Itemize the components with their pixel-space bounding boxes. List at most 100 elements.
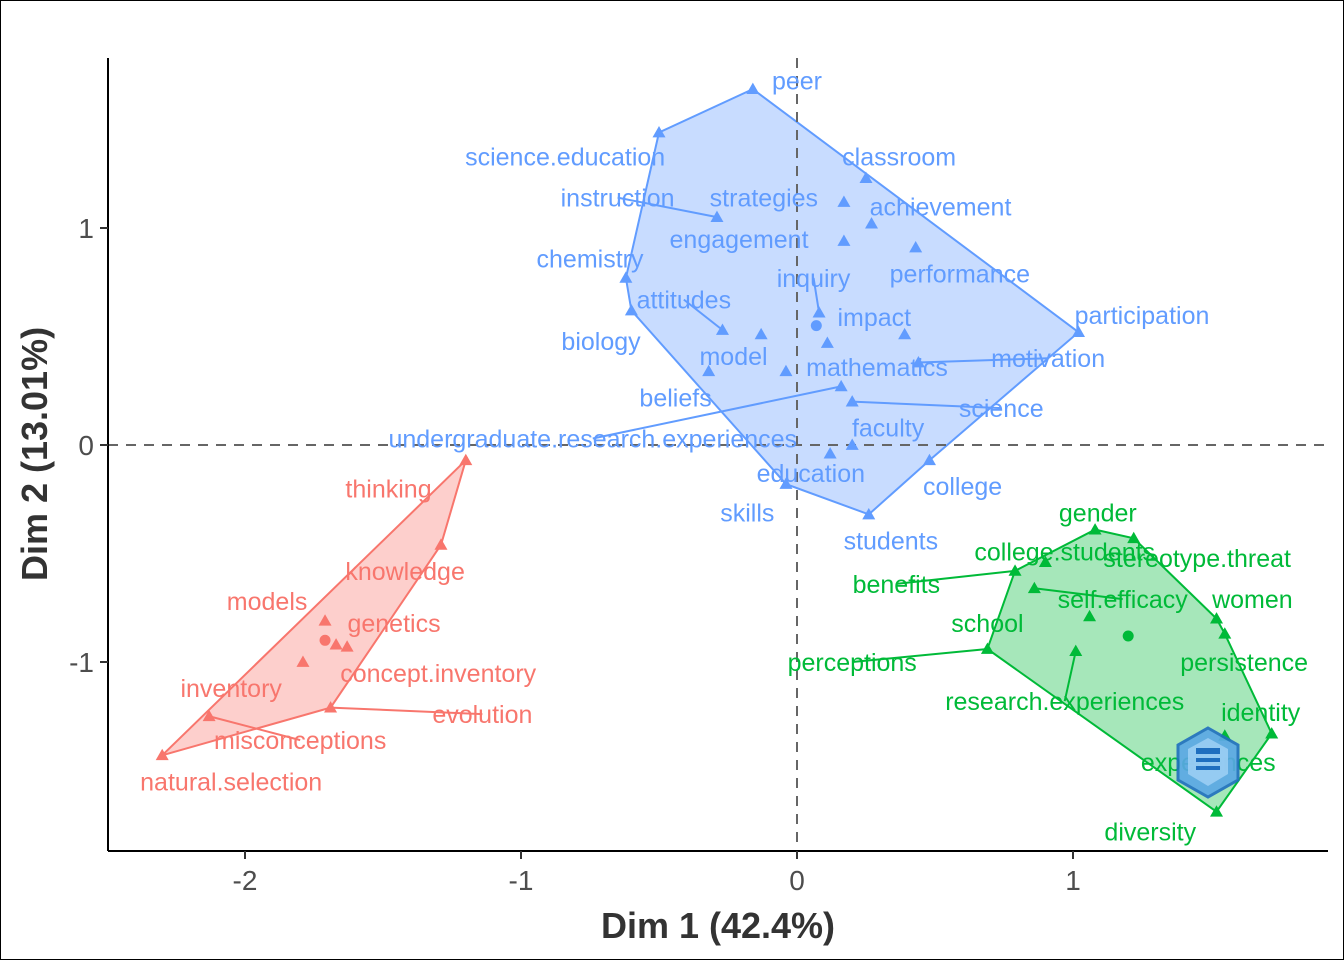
label-leader-line: [852, 400, 1002, 410]
point-marker: [1083, 609, 1097, 622]
point-label: misconceptions: [214, 727, 386, 755]
point-marker: [980, 642, 994, 654]
point-label: skills: [720, 499, 774, 527]
point-label: impact: [837, 304, 911, 332]
label-leader-line: [330, 706, 483, 716]
point-label: attitudes: [637, 287, 732, 315]
label-leader-line: [683, 298, 724, 331]
x-tick-label: -1: [509, 865, 534, 896]
point-marker: [459, 453, 473, 466]
point-label: performance: [890, 261, 1030, 289]
y-tick-label: 1: [78, 213, 94, 244]
point-label: self.efficacy: [1058, 586, 1189, 614]
label-leader-line: [812, 277, 821, 313]
point-label: instruction: [561, 185, 675, 213]
label-leader-line: [918, 357, 1049, 364]
point-marker: [619, 271, 633, 283]
point-label: women: [1211, 586, 1293, 614]
point-label: college: [923, 473, 1002, 501]
point-label: inquiry: [777, 265, 851, 293]
point-marker: [862, 507, 876, 520]
point-label: biology: [561, 328, 641, 356]
point-marker: [779, 477, 793, 489]
y-axis-title: Dim 2 (13.01%): [14, 327, 55, 581]
cluster-centroid: [1122, 630, 1134, 642]
point-marker: [652, 126, 666, 138]
point-marker: [1038, 555, 1052, 568]
label-leader-line: [592, 385, 842, 440]
point-label: model: [699, 343, 767, 371]
point-label: education: [757, 460, 865, 488]
point-marker: [1069, 644, 1083, 657]
point-label: beliefs: [639, 384, 711, 412]
point-label: evolution: [432, 701, 532, 729]
point-marker: [1027, 581, 1041, 594]
point-marker: [909, 241, 923, 253]
point-marker: [624, 303, 638, 316]
point-marker: [340, 640, 354, 652]
x-tick-label: 0: [789, 865, 805, 896]
label-leader-line: [208, 715, 301, 742]
data-points: [155, 82, 1279, 817]
point-marker: [202, 709, 216, 722]
point-marker: [155, 748, 169, 761]
point-label: knowledge: [345, 558, 465, 586]
point-marker: [820, 336, 834, 348]
point-marker: [318, 614, 332, 626]
label-leader-line: [896, 569, 1016, 585]
point-labels: thinking knowledge models genetics concept.i…: [140, 67, 1308, 846]
point-marker: [837, 195, 851, 207]
point-label: chemistry: [537, 245, 644, 273]
point-label: models: [227, 588, 308, 616]
point-marker: [922, 453, 936, 466]
point-label: identity: [1221, 699, 1301, 727]
point-label: research.experiences: [945, 688, 1184, 716]
point-label: faculty: [852, 415, 925, 443]
point-label: engagement: [670, 226, 809, 254]
point-label: science: [959, 395, 1044, 423]
label-leader-line: [852, 647, 988, 663]
point-label: strategies: [710, 185, 818, 213]
point-marker: [837, 234, 851, 246]
point-marker: [1008, 564, 1022, 576]
point-marker: [859, 171, 873, 183]
point-marker: [865, 217, 879, 229]
point-label: students: [844, 527, 939, 555]
point-label: inventory: [180, 675, 282, 703]
y-tick-label: -1: [69, 647, 94, 678]
point-label: thinking: [345, 475, 431, 503]
point-label: gender: [1059, 499, 1137, 527]
point-label: perceptions: [788, 649, 917, 677]
point-label: motivation: [991, 345, 1105, 373]
reference-lines: [108, 58, 1328, 851]
point-marker: [1088, 523, 1102, 535]
point-marker: [329, 638, 343, 650]
point-label: college.students: [974, 538, 1155, 566]
point-label: school: [951, 610, 1023, 638]
point-marker: [1072, 325, 1086, 338]
label-leader-line: [1034, 587, 1123, 601]
axes: -2 -1 0 1 -1 0 1: [69, 58, 1328, 896]
point-marker: [1210, 612, 1224, 624]
point-marker: [834, 379, 848, 392]
point-label: benefits: [853, 571, 941, 599]
point-marker: [779, 364, 793, 377]
point-label: diversity: [1104, 818, 1196, 846]
point-label: concept.inventory: [340, 660, 536, 688]
point-label: peer: [772, 67, 822, 95]
point-label: genetics: [347, 610, 440, 638]
point-label: science.education: [465, 143, 665, 171]
point-label: stereotype.threat: [1103, 545, 1291, 573]
cluster-centroid: [319, 634, 331, 646]
point-label: persistence: [1180, 649, 1308, 677]
point-marker: [702, 364, 716, 377]
point-label: classroom: [842, 143, 956, 171]
point-label: mathematics: [806, 354, 948, 382]
point-marker: [754, 327, 768, 340]
point-label: participation: [1075, 302, 1210, 330]
point-label: achievement: [870, 193, 1012, 221]
point-label: natural.selection: [140, 768, 322, 796]
point-marker: [823, 447, 837, 459]
point-marker: [296, 655, 310, 667]
point-marker: [911, 356, 925, 368]
